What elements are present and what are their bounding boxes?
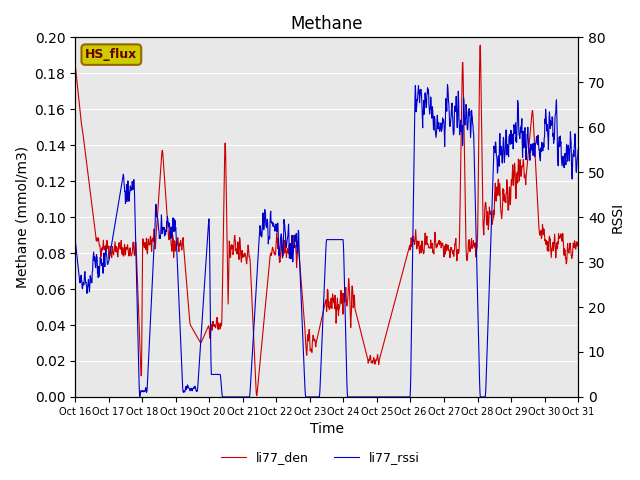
li77_den	[404, 251, 412, 256]
li77_den	[487, 212, 495, 217]
Legend: li77_den, li77_rssi: li77_den, li77_rssi	[216, 446, 424, 469]
li77_rssi	[182, 384, 190, 389]
li77_den	[476, 42, 484, 48]
X-axis label: Time: Time	[310, 422, 344, 436]
li77_den	[531, 133, 538, 139]
Title: Methane: Methane	[291, 15, 363, 33]
li77_rssi	[574, 147, 582, 153]
li77_den	[71, 62, 79, 68]
li77_den	[574, 240, 582, 246]
Y-axis label: RSSI: RSSI	[611, 202, 625, 233]
Line: li77_den: li77_den	[75, 45, 578, 396]
li77_rssi	[404, 394, 412, 400]
li77_rssi	[487, 240, 495, 245]
li77_rssi	[444, 82, 451, 87]
li77_rssi	[531, 141, 538, 146]
li77_den	[182, 276, 190, 281]
Y-axis label: Methane (mmol/m3): Methane (mmol/m3)	[15, 146, 29, 288]
li77_den	[269, 245, 276, 251]
li77_rssi	[71, 238, 79, 243]
li77_den	[253, 393, 260, 398]
Text: HS_flux: HS_flux	[85, 48, 138, 61]
li77_rssi	[269, 219, 276, 225]
li77_rssi	[281, 222, 289, 228]
Line: li77_rssi: li77_rssi	[75, 84, 578, 397]
li77_rssi	[302, 394, 310, 400]
li77_den	[281, 248, 289, 254]
